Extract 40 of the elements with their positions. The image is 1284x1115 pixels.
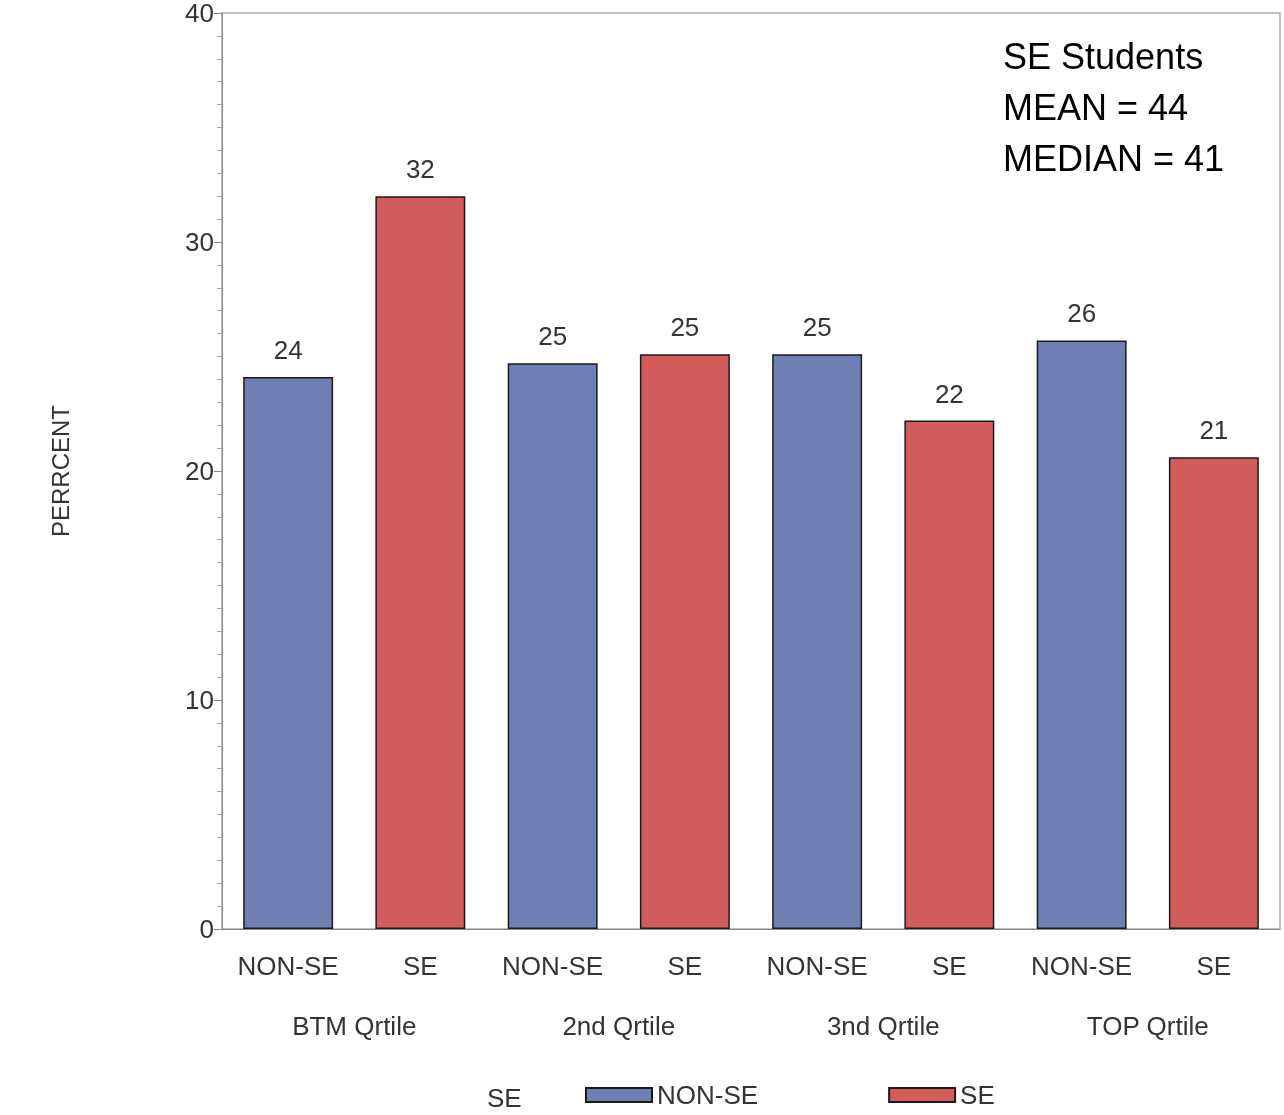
x-tick-label: BTM Qrtile [292, 1011, 417, 1041]
y-tick-label: 30 [185, 227, 214, 257]
data-label: 24 [273, 335, 303, 366]
bar [904, 420, 995, 929]
y-tick-label: 20 [185, 456, 214, 486]
bar [1168, 457, 1259, 929]
legend-label: NON-SE [657, 1080, 759, 1110]
y-tick-label: 10 [185, 685, 214, 715]
text: NON-SE [237, 951, 339, 981]
data-label: 21 [1199, 415, 1229, 446]
annotation: MEDIAN = 41 [1003, 137, 1225, 179]
data-label: 32 [405, 154, 435, 185]
x-tick-label: 3nd Qrtile [826, 1011, 940, 1041]
data-label: 25 [670, 312, 700, 343]
y-tick-label: 40 [185, 0, 214, 28]
text: SE [932, 951, 967, 981]
bar [639, 354, 730, 929]
bar [375, 196, 466, 929]
data-label: 22 [934, 378, 964, 409]
bar [1036, 340, 1127, 929]
text: NON-SE [766, 951, 868, 981]
y-tick-label: 0 [199, 914, 214, 944]
legend-title: SE [487, 1083, 522, 1113]
annotation: SE Students [1003, 35, 1204, 77]
y-axis-title: PERRCENT [46, 404, 74, 538]
text: SE [667, 951, 703, 981]
text: SE [403, 951, 438, 981]
legend-label: SE [960, 1080, 995, 1110]
x-tick-label: 2nd Qrtile [562, 1011, 676, 1041]
bar [772, 354, 863, 929]
data-label: 25 [802, 312, 832, 343]
text: NON-SE [502, 951, 604, 981]
data-label: 25 [538, 321, 568, 352]
bar [243, 377, 334, 929]
data-label: 26 [1067, 298, 1097, 329]
text: SE [1196, 951, 1232, 981]
text: NON-SE [1031, 951, 1133, 981]
x-tick-label: TOP Qrtile [1086, 1011, 1209, 1041]
bar [507, 363, 598, 929]
annotation: MEAN = 44 [1003, 86, 1189, 128]
